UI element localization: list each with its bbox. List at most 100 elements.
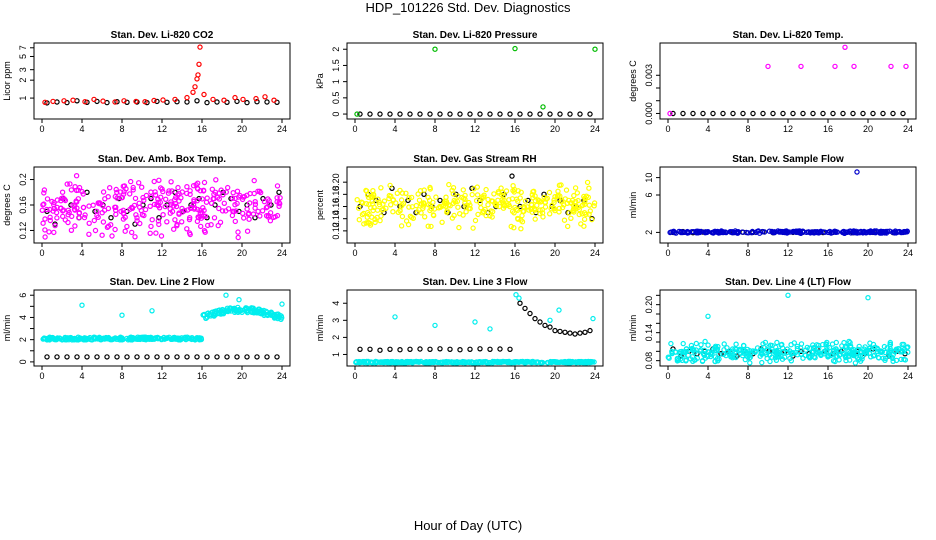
data-point — [356, 358, 362, 365]
data-point — [201, 91, 207, 98]
data-point — [427, 207, 433, 214]
data-point — [574, 190, 581, 196]
data-point — [41, 190, 47, 196]
x-tick-label: 8 — [745, 124, 750, 134]
data-point — [201, 227, 208, 234]
data-point — [773, 357, 780, 363]
data-point — [457, 210, 463, 217]
panel-title: Stan. Dev. Line 2 Flow — [110, 277, 215, 288]
data-point — [883, 228, 889, 235]
data-point — [74, 354, 80, 360]
data-point — [700, 110, 706, 117]
data-point — [224, 184, 231, 191]
data-point — [214, 194, 221, 201]
data-point — [240, 194, 246, 200]
data-point — [184, 226, 190, 232]
data-point — [449, 215, 456, 221]
data-point — [398, 223, 405, 229]
data-point — [251, 190, 257, 197]
data-point — [785, 292, 791, 298]
y-tick-label: 0.12 — [331, 222, 341, 240]
panel-6: Stan. Dev. Sample Flow ml/min 0 4 8 12 16 20 24 2… — [628, 154, 917, 258]
data-point — [204, 222, 211, 229]
data-point — [109, 233, 115, 239]
y-tick-label: 0.20 — [644, 296, 654, 314]
data-point — [509, 208, 516, 214]
data-point — [770, 110, 776, 117]
data-point — [475, 211, 481, 218]
data-point — [724, 349, 731, 355]
data-point — [124, 354, 130, 360]
data-point — [487, 326, 493, 332]
data-point — [437, 197, 443, 204]
data-point — [450, 200, 456, 206]
data-point — [517, 205, 524, 212]
data-point — [235, 229, 241, 235]
data-point — [467, 202, 473, 208]
data-point — [75, 196, 82, 202]
data-point — [485, 201, 491, 208]
data-point — [64, 181, 70, 187]
data-point — [519, 212, 525, 219]
data-point — [416, 207, 422, 213]
data-point — [591, 200, 598, 206]
y-tick-label: 0.20 — [331, 173, 341, 191]
data-point — [428, 223, 434, 230]
data-point — [577, 111, 583, 117]
data-point — [842, 353, 848, 359]
data-point — [204, 99, 210, 106]
data-point — [812, 355, 818, 361]
data-point — [142, 206, 149, 213]
data-point — [126, 191, 133, 197]
data-point — [425, 223, 431, 229]
data-point — [192, 84, 198, 90]
data-point — [64, 354, 70, 360]
data-point — [51, 229, 57, 236]
data-point — [427, 346, 433, 352]
data-point — [702, 338, 708, 345]
data-point — [276, 189, 282, 195]
data-point — [42, 227, 48, 233]
y-tick-label: 0.18 — [331, 186, 341, 204]
data-point — [705, 342, 711, 348]
data-point — [854, 169, 860, 175]
data-point — [231, 208, 237, 215]
data-point — [570, 207, 577, 214]
panel-title: Stan. Dev. Sample Flow — [732, 154, 844, 165]
data-point — [187, 191, 193, 198]
data-point — [46, 229, 52, 235]
x-tick-label: 16 — [510, 248, 520, 258]
data-point — [443, 358, 450, 365]
data-point — [759, 359, 765, 366]
data-point — [156, 177, 162, 183]
x-tick-label: 24 — [903, 248, 913, 258]
data-point — [865, 295, 871, 301]
data-point — [198, 215, 204, 221]
data-point — [775, 349, 781, 355]
data-point — [510, 187, 516, 194]
data-point — [710, 230, 717, 236]
data-point — [224, 354, 230, 360]
data-point — [589, 216, 595, 223]
data-point — [455, 193, 461, 199]
data-point — [511, 224, 517, 231]
data-point — [507, 111, 513, 117]
data-point — [128, 337, 134, 343]
data-point — [247, 306, 254, 312]
panel-5: Stan. Dev. Gas Stream RH percent 0 4 8 12 16 20… — [315, 154, 604, 258]
data-point — [104, 224, 111, 230]
data-point — [430, 199, 436, 206]
data-point — [197, 44, 203, 50]
data-point — [582, 329, 588, 335]
data-point — [134, 218, 140, 224]
data-point — [274, 199, 280, 205]
data-point — [740, 110, 746, 117]
x-tick-label: 8 — [432, 248, 437, 258]
data-point — [679, 357, 685, 364]
data-point — [732, 349, 738, 355]
data-point — [427, 186, 433, 192]
data-point — [529, 359, 535, 365]
y-tick-label: 0.12 — [18, 222, 28, 240]
data-point — [381, 359, 387, 365]
